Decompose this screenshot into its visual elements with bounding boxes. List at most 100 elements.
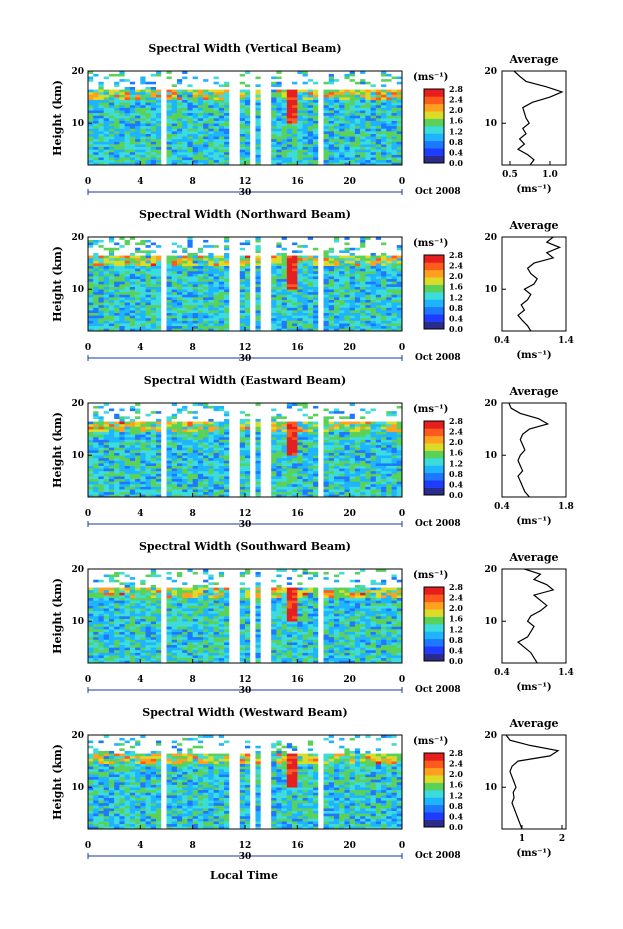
heatmap-cell xyxy=(135,91,141,95)
heatmap-cell xyxy=(156,270,162,274)
heatmap-cell xyxy=(307,273,314,277)
heatmap-cell xyxy=(375,99,382,103)
heatmap-cell xyxy=(156,444,162,448)
heatmap-cell xyxy=(197,320,204,324)
heatmap-cell xyxy=(354,118,361,121)
heatmap-cell xyxy=(265,159,272,163)
heatmap-cell xyxy=(182,125,188,129)
heatmap-cell xyxy=(286,76,293,80)
heatmap-cell xyxy=(140,494,146,498)
heatmap-cell xyxy=(203,71,209,74)
heatmap-cell xyxy=(213,276,220,280)
heatmap-cell xyxy=(145,297,152,300)
heatmap-cell xyxy=(239,244,246,248)
heatmap-cell xyxy=(208,159,214,163)
heatmap-cell xyxy=(318,252,324,256)
heatmap-cell xyxy=(103,418,110,422)
heatmap-cell xyxy=(140,131,146,134)
heatmap-cell xyxy=(255,312,261,316)
heatmap-cell xyxy=(161,149,167,153)
heatmap-cell xyxy=(265,86,272,90)
heatmap-cell xyxy=(103,468,110,472)
heatmap-cell xyxy=(150,434,157,438)
heatmap-cell xyxy=(93,317,99,321)
heatmap-cell xyxy=(156,78,162,82)
heatmap-cell xyxy=(129,94,136,98)
heatmap-cell xyxy=(260,325,267,329)
heatmap-cell xyxy=(108,460,115,464)
heatmap-cell xyxy=(129,133,136,137)
heatmap-cell xyxy=(93,102,99,106)
heatmap-cell xyxy=(176,84,183,87)
heatmap-cell xyxy=(339,94,345,98)
heatmap-cell xyxy=(328,123,335,127)
heatmap-cell xyxy=(333,73,340,77)
heatmap-cell xyxy=(354,297,361,300)
heatmap-cell xyxy=(281,278,288,282)
heatmap-cell xyxy=(245,250,251,253)
heatmap-cell xyxy=(108,250,115,253)
heatmap-cell xyxy=(224,289,230,293)
heatmap-cell xyxy=(265,302,272,306)
heatmap-cell xyxy=(381,291,387,295)
heatmap-cell xyxy=(93,91,99,95)
heatmap-cell xyxy=(145,470,152,474)
heatmap-cell xyxy=(114,144,120,148)
heatmap-cell xyxy=(302,257,309,261)
heatmap-cell xyxy=(286,151,293,155)
heatmap-cell xyxy=(396,273,403,277)
heatmap-cell xyxy=(203,278,209,282)
heatmap-cell xyxy=(265,273,272,277)
heatmap-cell xyxy=(135,268,141,272)
heatmap-cell xyxy=(318,136,324,140)
heatmap-cell xyxy=(176,151,183,155)
heatmap-cell xyxy=(187,107,193,111)
heatmap-cell xyxy=(276,304,282,308)
heatmap-cell xyxy=(103,118,110,121)
heatmap-cell xyxy=(119,247,125,251)
heatmap-cell xyxy=(208,237,214,240)
heatmap-cell xyxy=(292,128,298,132)
heatmap-cell xyxy=(114,460,120,464)
heatmap-cell xyxy=(307,118,314,121)
heatmap-cell xyxy=(150,421,157,425)
heatmap-cell xyxy=(260,99,267,103)
heatmap-cell xyxy=(166,154,173,158)
heatmap-cell xyxy=(135,310,141,314)
heatmap-cell xyxy=(302,250,309,253)
heatmap-cell xyxy=(391,104,398,108)
heatmap-cell xyxy=(135,328,141,332)
heatmap-cell xyxy=(354,302,361,306)
heatmap-cell xyxy=(129,483,136,487)
heatmap-cell xyxy=(197,265,204,269)
heatmap-cell xyxy=(260,151,267,155)
heatmap-cell xyxy=(208,110,214,114)
heatmap-cell xyxy=(245,125,251,129)
heatmap-cell xyxy=(145,307,152,311)
heatmap-cell xyxy=(218,125,225,129)
heatmap-cell xyxy=(229,99,235,103)
heatmap-cell xyxy=(265,97,272,101)
heatmap-cell xyxy=(156,244,162,248)
heatmap-cell xyxy=(182,255,188,259)
heatmap-cell xyxy=(234,323,241,327)
heatmap-cell xyxy=(161,81,167,85)
heatmap-cell xyxy=(271,237,277,240)
heatmap-cell xyxy=(156,436,162,440)
heatmap-cell xyxy=(250,94,256,98)
heatmap-cell xyxy=(145,71,152,74)
heatmap-cell xyxy=(129,478,136,482)
heatmap-cell xyxy=(281,268,288,272)
heatmap-cell xyxy=(302,289,309,293)
heatmap-cell xyxy=(124,270,131,274)
heatmap-cell xyxy=(354,257,361,261)
heatmap-cell xyxy=(93,460,99,464)
heatmap-cell xyxy=(114,478,120,482)
heatmap-cell xyxy=(370,307,377,311)
heatmap-cell xyxy=(391,131,398,134)
heatmap-cell xyxy=(333,268,340,272)
heatmap-cell xyxy=(313,299,319,303)
heatmap-cell xyxy=(129,299,136,303)
heatmap-cell xyxy=(333,159,340,163)
heatmap-cell xyxy=(360,76,366,80)
